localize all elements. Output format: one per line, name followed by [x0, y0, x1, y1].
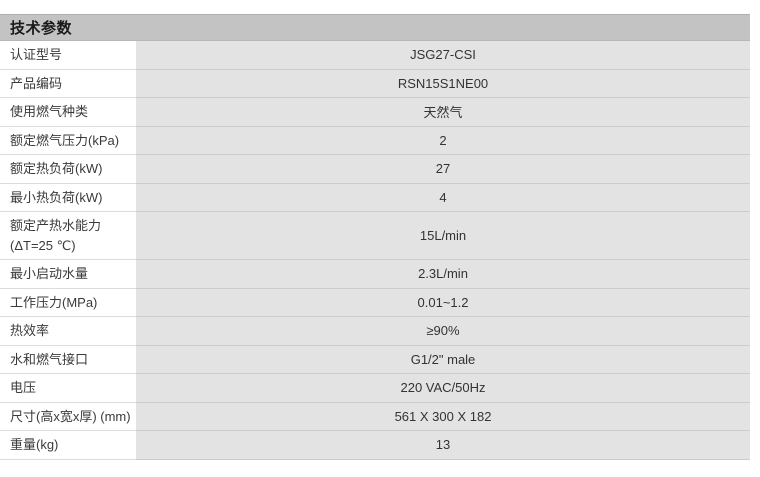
row-value: 15L/min [136, 212, 750, 260]
row-label: 热效率 [0, 317, 136, 346]
row-value: ≥90% [136, 317, 750, 346]
row-value: G1/2" male [136, 345, 750, 374]
row-label: 最小热负荷(kW) [0, 183, 136, 212]
spec-table-body: 认证型号 JSG27-CSI 产品编码 RSN15S1NE00 使用燃气种类 天… [0, 41, 750, 460]
row-value: 27 [136, 155, 750, 184]
table-row: 最小热负荷(kW) 4 [0, 183, 750, 212]
table-row: 额定热负荷(kW) 27 [0, 155, 750, 184]
row-value: 2.3L/min [136, 260, 750, 289]
table-row: 产品编码 RSN15S1NE00 [0, 69, 750, 98]
row-value: 13 [136, 431, 750, 460]
row-label: 认证型号 [0, 41, 136, 70]
row-label: 使用燃气种类 [0, 98, 136, 127]
table-row: 额定产热水能力 (ΔT=25 ℃) 15L/min [0, 212, 750, 260]
table-row: 额定燃气压力(kPa) 2 [0, 126, 750, 155]
row-label: 水和燃气接口 [0, 345, 136, 374]
row-label: 额定燃气压力(kPa) [0, 126, 136, 155]
table-row: 工作压力(MPa) 0.01~1.2 [0, 288, 750, 317]
row-value: 2 [136, 126, 750, 155]
row-value: 4 [136, 183, 750, 212]
row-label: 最小启动水量 [0, 260, 136, 289]
table-row: 认证型号 JSG27-CSI [0, 41, 750, 70]
row-value: 561 X 300 X 182 [136, 402, 750, 431]
row-label: 额定热负荷(kW) [0, 155, 136, 184]
row-label: 尺寸(高x宽x厚) (mm) [0, 402, 136, 431]
spec-table: 技术参数 认证型号 JSG27-CSI 产品编码 RSN15S1NE00 使用燃… [0, 14, 750, 460]
row-label: 电压 [0, 374, 136, 403]
row-value: RSN15S1NE00 [136, 69, 750, 98]
table-row: 水和燃气接口 G1/2" male [0, 345, 750, 374]
row-value: JSG27-CSI [136, 41, 750, 70]
table-row: 使用燃气种类 天然气 [0, 98, 750, 127]
table-row: 热效率 ≥90% [0, 317, 750, 346]
row-value: 天然气 [136, 98, 750, 127]
table-row: 尺寸(高x宽x厚) (mm) 561 X 300 X 182 [0, 402, 750, 431]
row-value: 0.01~1.2 [136, 288, 750, 317]
row-label: 额定产热水能力 (ΔT=25 ℃) [0, 212, 136, 260]
row-label: 产品编码 [0, 69, 136, 98]
table-row: 重量(kg) 13 [0, 431, 750, 460]
table-row: 电压 220 VAC/50Hz [0, 374, 750, 403]
spec-table-title: 技术参数 [0, 14, 750, 41]
row-value: 220 VAC/50Hz [136, 374, 750, 403]
row-label: 工作压力(MPa) [0, 288, 136, 317]
row-label: 重量(kg) [0, 431, 136, 460]
table-row: 最小启动水量 2.3L/min [0, 260, 750, 289]
